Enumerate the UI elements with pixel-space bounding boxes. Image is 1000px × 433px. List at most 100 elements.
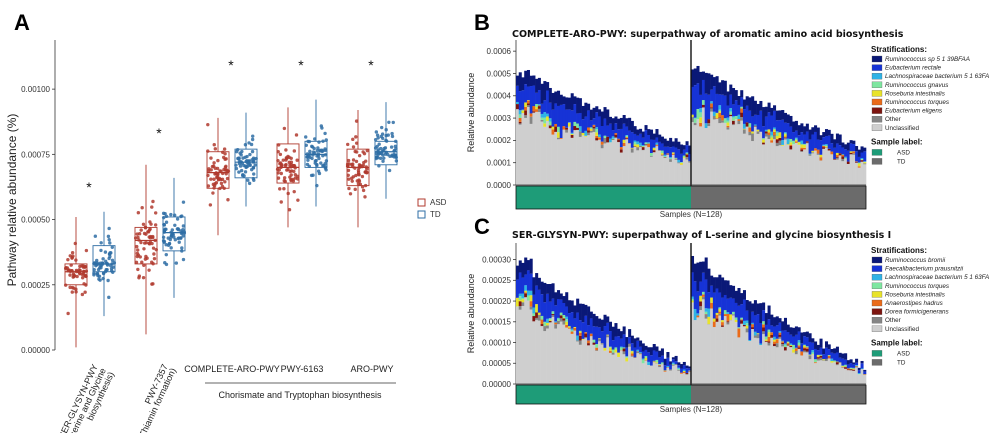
bar-segment [606,109,610,126]
bar-segment [808,129,812,140]
bar-segment [647,365,651,384]
bar-segment [816,358,820,361]
bar-segment [617,142,621,185]
bar-segment [532,111,536,113]
bar-segment [789,149,793,185]
bar-segment [860,161,864,185]
y-tick-label: 0.0006 [487,47,512,56]
bar-segment [688,161,692,163]
sample-bar [518,72,522,185]
sample-bar [855,358,859,384]
bar-segment [535,78,539,93]
legend-label: Other [885,317,901,324]
bar-segment [554,123,558,127]
bar-segment [576,340,580,342]
bar-segment [685,141,689,146]
bar-segment [614,116,618,124]
bar-segment [535,304,539,313]
bar-segment [614,123,618,134]
sample-bar [639,128,643,185]
bar-segment [546,120,550,185]
bar-segment [794,140,798,142]
bar-segment [608,321,613,332]
data-point [293,172,298,177]
data-point [213,147,218,151]
data-point [142,247,146,251]
bar-segment [696,291,700,314]
data-point [239,168,244,173]
bar-segment [554,321,558,323]
bar-segment [852,370,856,384]
sample-bar [625,118,629,185]
bar-segment [644,145,648,185]
data-point [137,274,142,278]
bar-segment [521,113,525,185]
bar-segment [614,138,618,185]
bar-segment [600,343,604,345]
bar-segment [723,314,727,317]
bar-segment [671,153,675,155]
bar-segment [783,132,788,134]
data-point [317,140,321,144]
sample-bar [710,275,714,384]
bar-segment [808,355,812,360]
bar-segment [786,144,790,146]
bar-segment [521,293,525,299]
bar-segment [827,129,831,136]
bar-segment [830,362,834,384]
bar-segment [827,355,831,358]
bar-segment [671,154,675,185]
bar-segment [682,373,686,384]
bar-segment [529,113,533,117]
bar-segment [835,159,839,185]
bar-segment [540,319,544,325]
bar-segment [603,118,607,136]
bar-segment [855,358,859,363]
bar-segment [773,346,777,384]
bar-segment [680,162,684,163]
bar-segment [578,340,582,345]
bar-segment [674,361,678,365]
bar-segment [849,359,853,364]
data-point [315,148,320,153]
data-point [153,223,158,227]
bar-segment [805,348,809,352]
box-td-3 [304,99,329,207]
bar-segment [608,138,613,143]
bar-segment [619,128,623,148]
data-point [306,158,310,162]
data-point [181,257,186,262]
bar-segment [630,355,634,357]
bar-segment [518,114,522,119]
bar-segment [718,311,722,314]
bar-segment [636,353,640,384]
bar-segment [800,351,804,356]
bar-segment [767,102,771,113]
data-point [206,173,210,178]
sample-bar [778,318,782,384]
bar-segment [630,343,634,351]
bar-segment [649,155,654,157]
bar-segment [677,367,681,369]
sample-bar [617,328,621,384]
bar-segment [860,159,864,161]
sample-legend-label: TD [897,158,906,165]
sample-bar [633,338,637,384]
box-body [276,143,300,184]
bar-segment [824,347,829,359]
data-point [279,171,284,176]
data-point [321,154,325,158]
bar-segment [712,321,716,328]
data-point [361,150,365,154]
y-axis-title: Relative abundance [466,73,476,153]
bar-segment [756,131,760,134]
bar-segment [748,131,752,136]
bar-segment [526,100,530,101]
bar-segment [794,137,798,139]
data-point [289,173,293,177]
legend-label: Roseburia intestinalis [885,291,946,298]
bar-segment [524,292,528,294]
data-point [152,252,156,256]
bar-segment [737,104,741,115]
bar-segment [518,110,522,115]
